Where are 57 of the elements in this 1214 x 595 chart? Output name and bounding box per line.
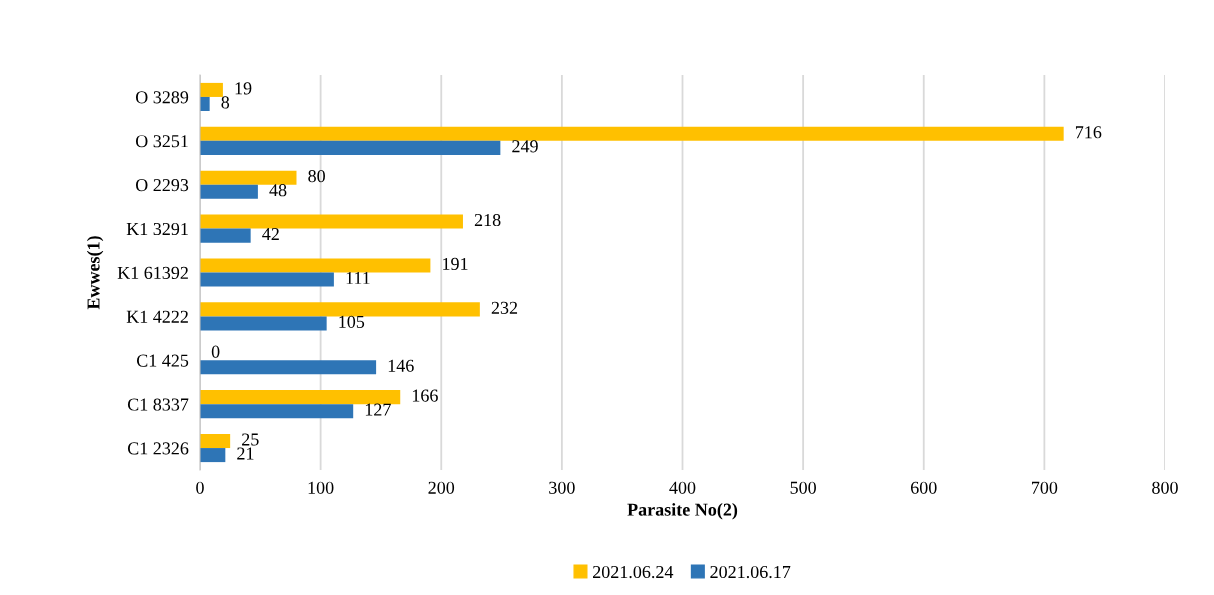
y-tick-label: K1 61392 [117,266,188,279]
x-tick-label: 800 [1152,481,1178,494]
x-tick-label: 100 [308,481,334,494]
y-tick-label: O 3289 [135,91,189,104]
x-tick-label: 600 [910,481,937,494]
bar [200,360,377,375]
y-tick-label: O 2293 [135,179,189,192]
bar [200,404,354,419]
y-tick-label: K1 4222 [126,310,188,323]
data-label: 191 [443,257,468,270]
x-axis-title: Parasite No(2) [627,503,738,520]
x-tick-label: 700 [1032,481,1058,494]
y-tick-label: O 3251 [135,135,188,148]
bar [200,170,297,185]
y-tick-label: C1 2326 [127,442,189,455]
data-label: 146 [388,359,414,372]
data-label: 21 [237,447,254,460]
data-label: 111 [346,271,370,284]
data-label: 218 [474,213,501,227]
data-label: 232 [491,301,518,314]
data-label: 105 [339,315,365,328]
data-label: 0 [211,345,220,358]
bar [200,228,251,243]
bar [200,96,210,111]
x-tick-label: 0 [196,481,204,494]
bar [200,448,226,463]
data-label: 716 [1075,126,1102,139]
data-label: 25 [242,433,259,446]
bar [200,184,258,199]
y-axis-title: Ewwes(1) [86,236,104,310]
x-tick-label: 300 [549,481,575,494]
x-tick-label: 200 [428,481,455,494]
bar [200,82,223,97]
data-label: 80 [308,170,325,183]
data-label: 127 [365,403,391,416]
bar [200,140,501,155]
bar [200,272,334,287]
y-tick-label: K1 3291 [126,222,188,236]
bar [200,258,431,273]
data-label: 48 [269,184,287,197]
bar [200,302,480,317]
bar [200,214,463,229]
y-tick-label: C1 8337 [127,398,189,411]
bar [200,434,231,449]
data-label: 42 [262,228,279,240]
x-tick-label: 500 [790,481,816,494]
bar [200,316,327,331]
data-label: 249 [512,140,538,153]
bar [200,126,1064,141]
legend-label: 2021.06.24 [593,565,674,579]
legend-label: 2021.06.17 [710,565,791,579]
y-tick-label: C1 425 [136,354,189,367]
bar [200,390,401,405]
data-label: 166 [412,389,438,402]
x-tick-label: 400 [669,481,696,494]
data-label: 19 [235,82,252,95]
data-label: 8 [221,96,230,109]
